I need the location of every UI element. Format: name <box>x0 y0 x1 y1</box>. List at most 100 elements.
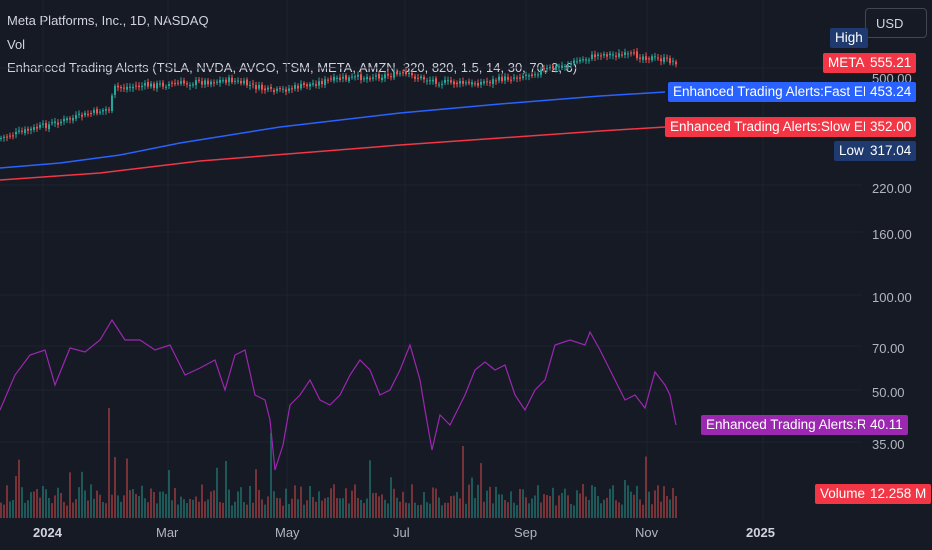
volume-bar <box>597 495 599 518</box>
volume-bar <box>162 491 164 518</box>
price-candle <box>36 126 38 129</box>
volume-bar <box>396 497 398 518</box>
price-candle <box>651 56 653 61</box>
currency-button[interactable]: USD <box>865 8 927 38</box>
volume-bar <box>645 456 647 518</box>
price-candle <box>228 77 230 83</box>
price-candle <box>396 71 398 75</box>
volume-bar <box>621 504 623 518</box>
price-candle <box>141 86 143 88</box>
volume-bar <box>573 505 575 518</box>
volume-bar <box>114 457 116 518</box>
volume-bar <box>495 486 497 518</box>
price-candle <box>492 79 494 85</box>
volume-bar <box>111 494 113 518</box>
price-candle <box>240 80 242 84</box>
volume-bar <box>195 496 197 518</box>
volume-bar <box>423 492 425 518</box>
volume-bar <box>492 503 494 518</box>
volume-bar <box>294 485 296 518</box>
volume-bar <box>333 484 335 518</box>
price-candle <box>348 77 350 82</box>
volume-bar <box>39 497 41 518</box>
price-candle <box>528 75 530 77</box>
price-candle <box>195 80 197 86</box>
volume-bar <box>165 494 167 518</box>
price-candle <box>147 82 149 87</box>
volume-bar <box>21 487 23 518</box>
price-candle <box>615 55 617 57</box>
volume-bar <box>642 504 644 518</box>
price-candle <box>495 80 497 82</box>
x-tick-label: 2024 <box>33 525 62 540</box>
volume-bar <box>657 485 659 518</box>
price-candle <box>624 52 626 56</box>
price-candle <box>537 74 539 76</box>
price-candle <box>570 63 572 65</box>
price-candle <box>519 77 521 79</box>
price-candle <box>591 54 593 59</box>
price-candle <box>675 61 677 65</box>
price-candle <box>627 53 629 55</box>
price-candle <box>540 69 542 75</box>
price-candle <box>564 66 566 68</box>
volume-bar <box>129 490 131 518</box>
price-candle <box>633 52 635 54</box>
price-candle <box>327 79 329 81</box>
price-candle <box>33 127 35 130</box>
price-candle <box>186 83 188 85</box>
volume-legend[interactable]: Vol <box>7 37 26 52</box>
price-candle <box>18 130 20 132</box>
price-candle <box>441 83 443 85</box>
price-candle <box>279 88 281 90</box>
volume-bar <box>528 503 530 518</box>
price-candle <box>219 80 221 83</box>
volume-bar <box>384 499 386 518</box>
price-candle <box>303 83 305 85</box>
price-candle <box>6 136 8 138</box>
price-candle <box>351 76 353 78</box>
volume-bar <box>330 488 332 518</box>
volume-bar <box>117 495 119 518</box>
price-candle <box>324 79 326 85</box>
volume-bar <box>414 502 416 518</box>
volume-bar <box>615 500 617 518</box>
price-candle <box>156 83 158 89</box>
meta-price-tag: 555.21 <box>865 53 917 73</box>
price-candle <box>345 75 347 80</box>
price-candle <box>597 54 599 56</box>
price-candle <box>582 59 584 61</box>
volume-bar <box>93 498 95 518</box>
volume-bar <box>96 490 98 518</box>
price-candle <box>171 82 173 84</box>
price-candle <box>24 129 26 134</box>
volume-bar <box>399 501 401 518</box>
price-candle <box>66 118 68 121</box>
volume-bar <box>81 471 83 518</box>
price-candle <box>108 109 110 111</box>
volume-bar <box>192 499 194 518</box>
price-candle <box>381 77 383 81</box>
volume-bar <box>393 488 395 518</box>
price-candle <box>222 80 224 82</box>
volume-bar <box>546 495 548 518</box>
volume-bar <box>303 504 305 518</box>
price-candle <box>252 83 254 85</box>
rsi-label-tag: Enhanced Trading Alerts:RSI <box>701 415 885 435</box>
volume-bar <box>432 487 434 518</box>
volume-bar <box>282 505 284 518</box>
chart-title: Meta Platforms, Inc., 1D, NASDAQ <box>7 13 209 28</box>
volume-bar <box>84 490 86 518</box>
price-candle <box>372 77 374 79</box>
volume-bar <box>648 491 650 518</box>
price-candle <box>60 121 62 124</box>
price-candle <box>402 72 404 74</box>
price-candle <box>408 73 410 75</box>
price-candle <box>267 87 269 90</box>
volume-bar <box>591 485 593 518</box>
price-candle <box>579 59 581 62</box>
volume-bar <box>249 485 251 518</box>
volume-bar <box>504 500 506 518</box>
price-candle <box>666 57 668 59</box>
